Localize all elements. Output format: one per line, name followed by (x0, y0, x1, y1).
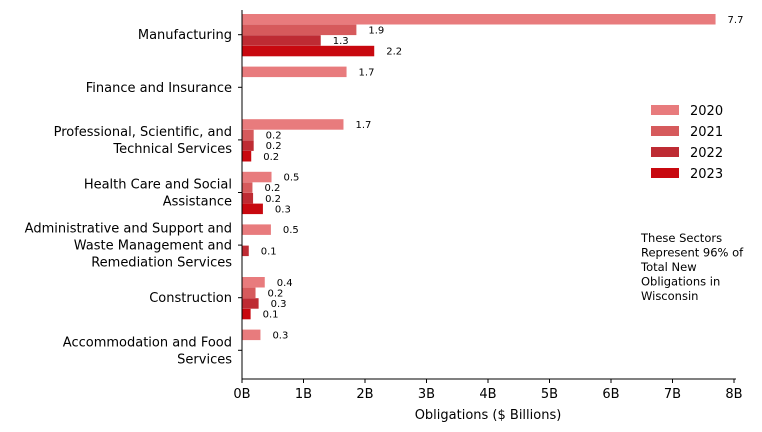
bar-2020-6 (242, 329, 261, 341)
x-tick-label-2: 2B (356, 387, 373, 402)
note-text: These Sectors Represent 96% of Total New Ob… (640, 231, 744, 303)
bar-2022-0 (242, 35, 321, 46)
bar-2021-0 (242, 24, 357, 36)
x-tick-label-4: 4B (479, 387, 496, 402)
data-label-2020-3: 0.5 (284, 173, 300, 184)
bar-2023-5 (242, 308, 251, 320)
data-label-2022-4: 0.1 (261, 246, 277, 257)
category-label-4: Administrative and Support and Waste Mana… (25, 222, 233, 271)
data-label-2021-3: 0.2 (264, 183, 280, 194)
category-label-6: Accommodation and Food Services (63, 335, 232, 367)
x-tick-label-6: 6B (602, 387, 619, 402)
data-label-2020-6: 0.3 (272, 330, 288, 341)
legend-swatch-2020 (651, 105, 679, 115)
data-label-2020-0: 7.7 (728, 15, 744, 26)
bar-2021-3 (242, 182, 253, 193)
legend-swatch-2023 (651, 168, 679, 178)
bar-2023-2 (242, 151, 252, 162)
axes-layer: 0B 1B 2B 3B 4B 5B 6B 7B 8B (233, 10, 743, 402)
legend-label-2020: 2020 (690, 104, 723, 119)
data-label-2020-5: 0.4 (277, 278, 293, 289)
data-label-2020-2: 1.7 (355, 120, 371, 131)
x-tick-label-5: 5B (541, 387, 558, 402)
data-label-2022-2: 0.2 (266, 141, 282, 152)
bar-2020-0 (242, 14, 716, 25)
category-label-3: Health Care and Social Assistance (84, 178, 232, 210)
data-label-2022-3: 0.2 (265, 194, 281, 205)
bar-2022-4 (242, 245, 249, 257)
data-label-2023-5: 0.1 (263, 310, 279, 321)
legend-swatch-2021 (651, 126, 679, 136)
bars-layer (242, 14, 716, 341)
data-label-2023-3: 0.3 (275, 204, 291, 215)
bar-2020-2 (242, 119, 344, 130)
category-label-2: Professional, Scientific, and Technical S… (54, 125, 233, 157)
bar-2023-3 (242, 203, 263, 215)
data-label-2021-2: 0.2 (266, 131, 282, 142)
x-axis-title: Obligations ($ Billions) (415, 408, 562, 423)
data-label-2023-2: 0.2 (263, 152, 279, 163)
legend-swatch-2022 (651, 147, 679, 157)
bar-2021-2 (242, 129, 254, 141)
category-labels-layer: Manufacturing Finance and Insurance Profes… (25, 28, 233, 367)
data-label-2023-0: 2.2 (386, 47, 402, 58)
legend-label-2023: 2023 (690, 167, 723, 182)
bar-2022-2 (242, 140, 254, 151)
bar-2020-3 (242, 171, 272, 183)
data-label-2021-5: 0.2 (268, 288, 284, 299)
bar-2020-5 (242, 277, 265, 288)
data-labels-layer: 7.71.91.32.21.71.70.20.20.20.50.20.20.30… (261, 15, 744, 342)
bar-2022-3 (242, 193, 254, 204)
category-label-1: Finance and Insurance (86, 81, 232, 96)
legend: 2020 2021 2022 2023 (651, 104, 723, 182)
data-label-2021-0: 1.9 (368, 25, 384, 36)
bar-2021-5 (242, 287, 256, 299)
bar-2023-0 (242, 45, 375, 57)
sector-share-note: These Sectors Represent 96% of Total New Ob… (640, 231, 744, 303)
data-label-2022-5: 0.3 (271, 299, 287, 310)
legend-label-2022: 2022 (690, 146, 723, 161)
x-tick-label-0: 0B (233, 387, 250, 402)
category-label-5: Construction (149, 291, 232, 306)
data-label-2020-4: 0.5 (283, 225, 299, 236)
x-tick-label-7: 7B (664, 387, 681, 402)
x-tick-label-8: 8B (725, 387, 742, 402)
bar-2022-5 (242, 298, 259, 309)
data-label-2022-0: 1.3 (333, 36, 349, 47)
legend-label-2021: 2021 (690, 125, 723, 140)
x-tick-label-3: 3B (418, 387, 435, 402)
x-tick-label-1: 1B (295, 387, 312, 402)
bar-2020-1 (242, 66, 347, 78)
bar-2020-4 (242, 224, 271, 235)
data-label-2020-1: 1.7 (359, 67, 375, 78)
category-label-0: Manufacturing (138, 28, 232, 43)
